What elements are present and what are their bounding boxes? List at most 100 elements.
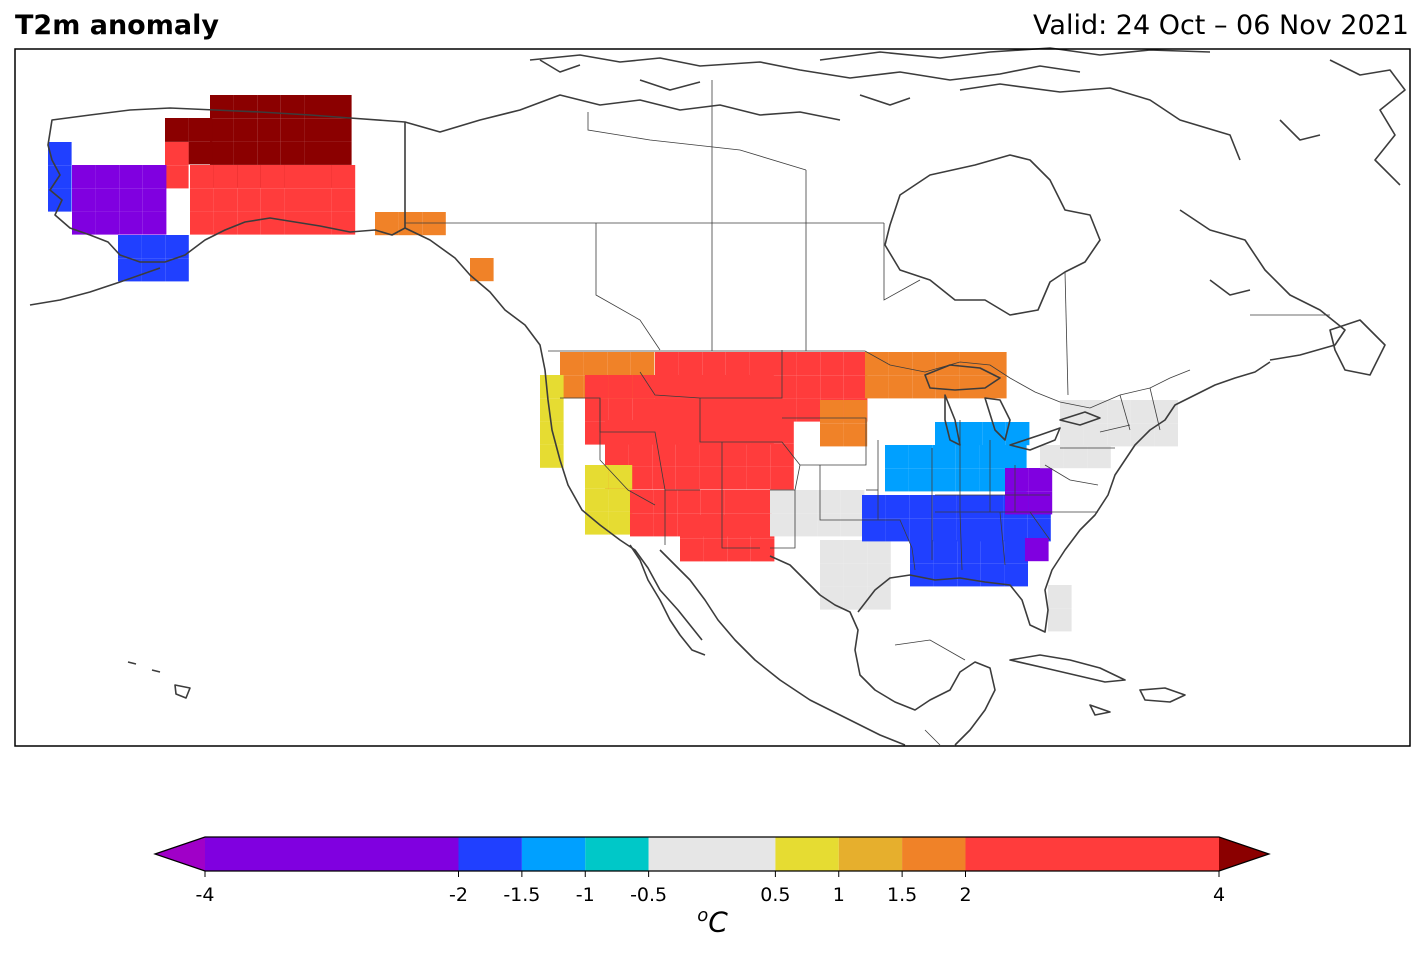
grid-cell: [1025, 538, 1049, 562]
grid-cell: [608, 511, 633, 535]
grid-cell: [188, 141, 213, 165]
grid-cell: [888, 352, 913, 376]
grid-cell: [585, 465, 609, 489]
grid-cell: [982, 422, 1006, 446]
grid-cell: [585, 398, 609, 422]
grid-cell: [980, 563, 1005, 587]
grid-cell: [585, 375, 609, 399]
grid-cell: [72, 211, 96, 235]
grid-cell: [727, 538, 751, 562]
grid-cell: [1028, 468, 1053, 492]
grid-cell: [95, 188, 120, 212]
grid-cell: [843, 400, 868, 424]
grid-cell: [585, 421, 609, 445]
grid-cell: [843, 423, 868, 447]
grid-cell: [820, 400, 844, 424]
colorbar: -4 -2 -1.5 -1 -0.5 0.5 1 1.5 2 4: [153, 836, 1271, 906]
grid-cell: [770, 490, 794, 514]
grid-cell: [935, 422, 959, 446]
grid-cell: [257, 95, 281, 119]
grid-cell: [910, 540, 934, 564]
grid-cell: [328, 141, 352, 165]
colorbar-tick-label: 1: [833, 884, 845, 906]
grid-cell: [699, 466, 723, 490]
grid-cell: [702, 352, 726, 376]
anomaly-grid-cells: [48, 95, 1178, 632]
grid-cell: [932, 468, 956, 492]
grid-cell: [470, 258, 494, 282]
grid-cell: [652, 443, 676, 467]
grid-cell: [304, 118, 328, 142]
grid-cell: [725, 375, 750, 399]
grid-cell: [608, 375, 633, 399]
grid-cell: [1004, 563, 1028, 587]
grid-cell: [979, 468, 1003, 492]
grid-cell: [280, 141, 305, 165]
grid-cell: [885, 495, 910, 519]
grid-cell: [955, 468, 980, 492]
grid-cell: [165, 258, 189, 282]
grid-cell: [983, 352, 1007, 376]
grid-cell: [1005, 468, 1029, 492]
grid-cell: [237, 165, 261, 189]
grid-cell: [796, 375, 821, 399]
grid-cell: [865, 352, 889, 376]
grid-cell: [237, 188, 261, 212]
grid-cell: [540, 444, 564, 468]
grid-cell: [888, 375, 913, 399]
grid-cell: [119, 188, 143, 212]
grid-cell: [843, 563, 868, 587]
grid-cell: [1060, 400, 1084, 424]
map-frame: [14, 48, 1411, 747]
grid-cell: [700, 490, 725, 514]
grid-cell: [655, 352, 679, 376]
grid-cell: [749, 352, 773, 376]
colorbar-segment: [458, 837, 522, 871]
grid-cell: [1130, 400, 1155, 424]
grid-cell: [680, 538, 704, 562]
grid-cell: [773, 398, 797, 422]
grid-cell: [862, 518, 886, 542]
grid-cell: [257, 118, 281, 142]
grid-cell: [983, 375, 1007, 399]
grid-cell: [1107, 423, 1131, 447]
grid-cell: [680, 515, 704, 539]
grid-cell: [1130, 423, 1155, 447]
colorbar-tick-label: -2: [449, 884, 468, 906]
grid-cell: [749, 398, 773, 422]
grid-cell: [1003, 518, 1028, 542]
grid-cell: [165, 235, 189, 259]
grid-cell: [980, 518, 1004, 542]
grid-cell: [190, 165, 214, 189]
grid-cell: [142, 165, 167, 189]
grid-cell: [632, 375, 656, 399]
grid-cell: [210, 118, 234, 142]
grid-cell: [678, 375, 703, 399]
grid-cell: [703, 515, 728, 539]
grid-cell: [702, 375, 726, 399]
grid-cell: [956, 518, 980, 542]
grid-cell: [820, 563, 844, 587]
political-boundaries: [405, 80, 1330, 746]
grid-cell: [1048, 608, 1072, 632]
grid-cell: [770, 443, 794, 467]
grid-cell: [678, 398, 703, 422]
grid-cell: [958, 422, 983, 446]
grid-cell: [959, 375, 983, 399]
grid-cell: [909, 518, 933, 542]
grid-cell: [843, 540, 868, 564]
grid-cell: [605, 443, 629, 467]
grid-cell: [308, 188, 332, 212]
grid-cell: [328, 95, 352, 119]
grid-cell: [933, 540, 958, 564]
grid-cell: [933, 563, 958, 587]
grid-cell: [912, 375, 936, 399]
grid-cell: [1107, 400, 1131, 424]
grid-cell: [748, 490, 772, 514]
grid-cell: [328, 118, 352, 142]
valid-period: Valid: 24 Oct – 06 Nov 2021: [1033, 10, 1409, 41]
grid-cell: [770, 513, 794, 537]
grid-cell: [331, 188, 356, 212]
grid-cell: [932, 518, 957, 542]
grid-cell: [678, 352, 703, 376]
